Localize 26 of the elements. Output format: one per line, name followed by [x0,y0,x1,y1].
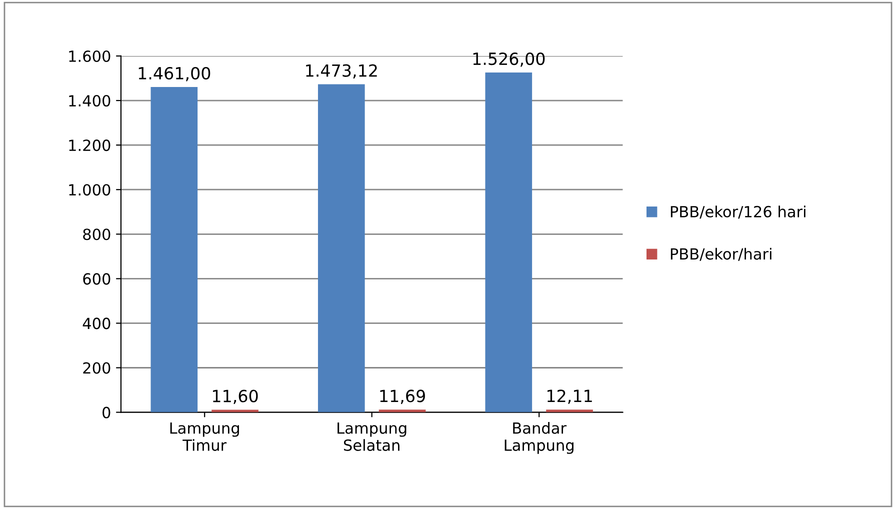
bar [150,86,198,412]
y-tick-label: 1.400 [69,94,110,107]
y-tick-label: 200 [83,362,110,374]
y-tick-label: 800 [83,228,110,240]
y-tick-label: 1.600 [69,50,110,62]
bar [318,84,365,412]
y-tick-label: 1.200 [69,140,110,152]
bar [378,410,426,412]
bar [212,410,258,412]
y-tick-label: 400 [82,318,110,330]
data-label: 12,11 [548,390,592,404]
data-label: 1.461,00 [138,66,210,82]
y-tick-label: 600 [83,273,110,285]
data-label: 1.473,12 [306,64,377,79]
legend-label: PBB/ekor/hari [670,248,772,261]
x-tick-label: Lampung Timur [170,422,239,451]
x-tick-label: Lampung Selatan [338,422,406,451]
bar [546,410,593,412]
y-tick-label: 1.000 [69,184,110,196]
data-label: 1.526,00 [473,52,545,67]
bar [485,72,532,412]
data-label: 11,69 [380,390,425,404]
legend-label: PBB/ekor/126 hari [670,206,806,219]
data-label: 11,60 [213,390,258,404]
x-tick-label: Bandar Lampung [504,422,574,454]
y-tick-label: 0 [102,406,110,418]
